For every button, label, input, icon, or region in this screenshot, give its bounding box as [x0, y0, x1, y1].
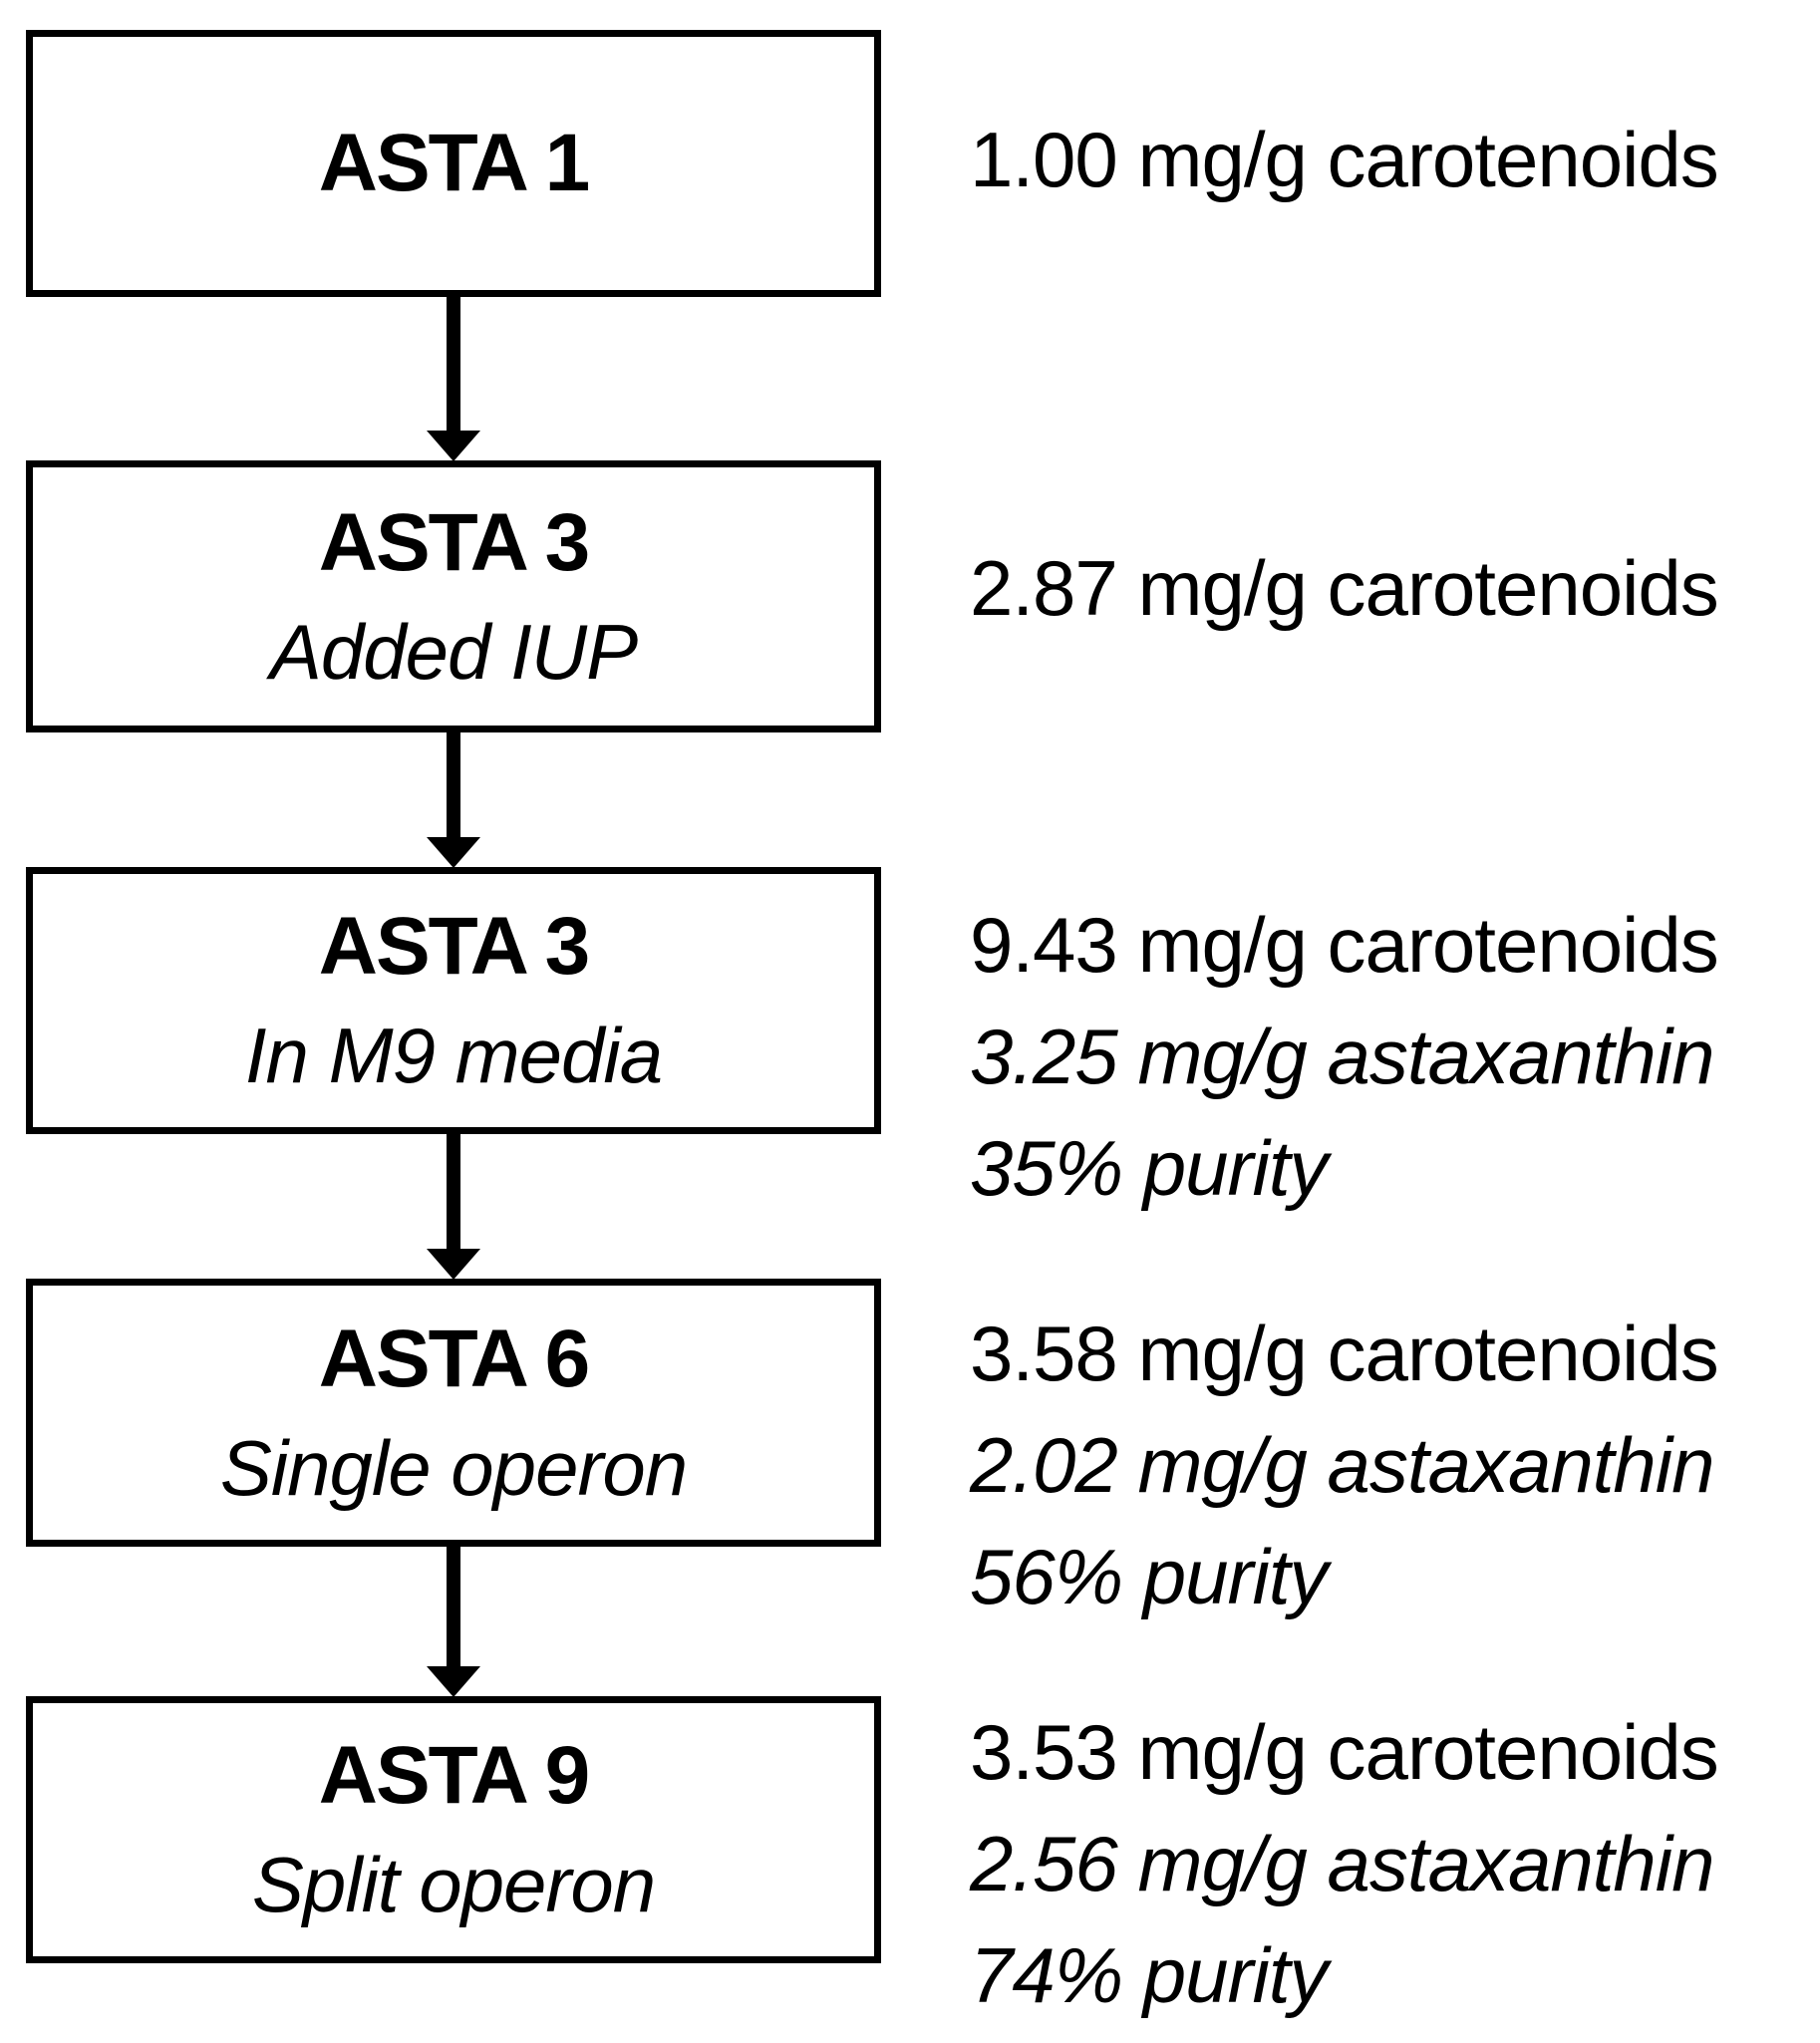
down-arrow-icon	[427, 431, 480, 461]
flow-arrow-stem	[447, 732, 460, 842]
node-title: ASTA 3	[318, 901, 590, 992]
annotation-line: 3.53 mg/g carotenoids	[970, 1708, 1719, 1796]
annotation-line: 9.43 mg/g carotenoids	[970, 901, 1719, 989]
node-title: ASTA 9	[318, 1730, 590, 1821]
node-asta-3-m9-media: ASTA 3 In M9 media	[26, 867, 881, 1134]
annotation-asta-1: 1.00 mg/g carotenoids	[970, 104, 1820, 215]
annotation-line: 56% purity	[970, 1533, 1329, 1620]
annotation-line: 35% purity	[970, 1124, 1329, 1212]
annotation-line: 2.87 mg/g carotenoids	[970, 544, 1719, 632]
flow-arrow-stem	[447, 297, 460, 437]
node-title: ASTA 3	[318, 496, 590, 588]
node-title: ASTA 1	[318, 117, 590, 208]
node-title: ASTA 6	[318, 1313, 590, 1404]
node-asta-1: ASTA 1	[26, 30, 881, 297]
node-asta-9: ASTA 9 Split operon	[26, 1696, 881, 1963]
annotation-asta-3-m9-media: 9.43 mg/g carotenoids 3.25 mg/g astaxant…	[970, 889, 1820, 1224]
node-asta-3-added-iup: ASTA 3 Added IUP	[26, 460, 881, 732]
annotation-line: 74% purity	[970, 1931, 1329, 2019]
node-asta-6: ASTA 6 Single operon	[26, 1279, 881, 1547]
annotation-asta-6: 3.58 mg/g carotenoids 2.02 mg/g astaxant…	[970, 1298, 1820, 1632]
node-subtitle: In M9 media	[244, 1012, 663, 1100]
flow-arrow-stem	[447, 1547, 460, 1671]
down-arrow-icon	[427, 837, 480, 868]
node-subtitle: Split operon	[251, 1841, 656, 1929]
annotation-line: 2.02 mg/g astaxanthin	[970, 1421, 1715, 1509]
down-arrow-icon	[427, 1249, 480, 1280]
annotation-line: 1.00 mg/g carotenoids	[970, 116, 1719, 203]
node-subtitle: Added IUP	[269, 607, 638, 696]
annotation-line: 2.56 mg/g astaxanthin	[970, 1820, 1715, 1907]
annotation-line: 3.25 mg/g astaxanthin	[970, 1013, 1715, 1100]
annotation-asta-9: 3.53 mg/g carotenoids 2.56 mg/g astaxant…	[970, 1696, 1820, 2031]
annotation-asta-3-added-iup: 2.87 mg/g carotenoids	[970, 532, 1820, 644]
annotation-line: 3.58 mg/g carotenoids	[970, 1310, 1719, 1397]
down-arrow-icon	[427, 1666, 480, 1697]
node-subtitle: Single operon	[219, 1423, 688, 1512]
flow-arrow-stem	[447, 1134, 460, 1254]
